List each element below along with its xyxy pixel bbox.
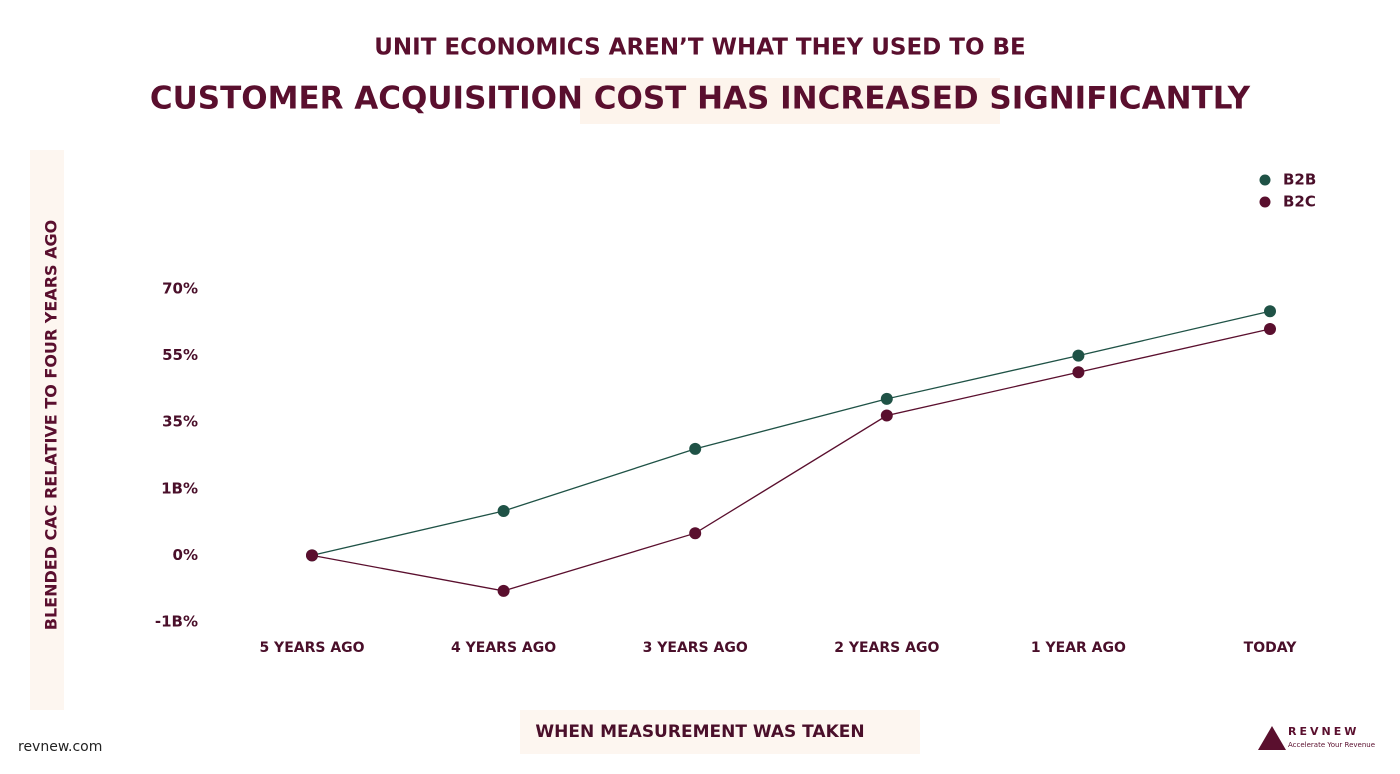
- data-point: [1264, 305, 1276, 318]
- series-line: [311, 328, 1271, 592]
- data-point: [497, 505, 510, 517]
- axis-label-highlight: [30, 150, 64, 710]
- source: revnew.com: [18, 739, 102, 755]
- data-point: [1072, 349, 1085, 362]
- legend-marker: [1259, 174, 1271, 186]
- data-point: [1264, 322, 1276, 335]
- y-tick-label: 55%: [162, 346, 198, 364]
- data-point: [880, 392, 893, 405]
- x-tick-label: TODAY: [1244, 640, 1298, 656]
- data-point: [306, 549, 318, 562]
- x-tick-label: 2 YEARS AGO: [834, 640, 939, 656]
- logo-tagline: Accelerate Your Revenue: [1288, 741, 1375, 749]
- data-point: [497, 584, 510, 597]
- logo-icon: [1258, 726, 1286, 750]
- y-tick-label: 35%: [162, 413, 198, 431]
- data-point: [689, 527, 702, 540]
- data-point: [880, 409, 893, 422]
- y-axis-label: BLENDED CAC RELATIVE TO FOUR YEARS AGO: [42, 220, 61, 630]
- y-tick-label: 70%: [162, 280, 198, 298]
- supertitle: UNIT ECONOMICS AREN’T WHAT THEY USED TO …: [374, 35, 1026, 61]
- data-point: [1072, 366, 1085, 379]
- logo-name: REVNEW: [1288, 725, 1359, 738]
- x-axis-label: WHEN MEASUREMENT WAS TAKEN: [535, 722, 864, 742]
- series-line: [311, 310, 1271, 557]
- x-tick-label: 5 YEARS AGO: [259, 640, 364, 656]
- x-tick-label: 1 YEAR AGO: [1031, 640, 1126, 656]
- legend-label: B2C: [1283, 193, 1316, 211]
- y-tick-label: 1B%: [161, 479, 198, 497]
- legend-marker: [1259, 196, 1271, 208]
- y-tick-label: -1B%: [155, 613, 198, 631]
- x-tick-label: 3 YEARS AGO: [643, 640, 748, 656]
- chart-title: CUSTOMER ACQUISITION COST HAS INCREASED …: [150, 81, 1251, 117]
- x-tick-label: 4 YEARS AGO: [451, 640, 556, 656]
- data-point: [689, 442, 702, 455]
- axis-label-highlight: [520, 710, 920, 754]
- title-highlight: [580, 78, 1000, 124]
- y-tick-label: 0%: [173, 546, 198, 564]
- legend-label: B2B: [1283, 171, 1316, 189]
